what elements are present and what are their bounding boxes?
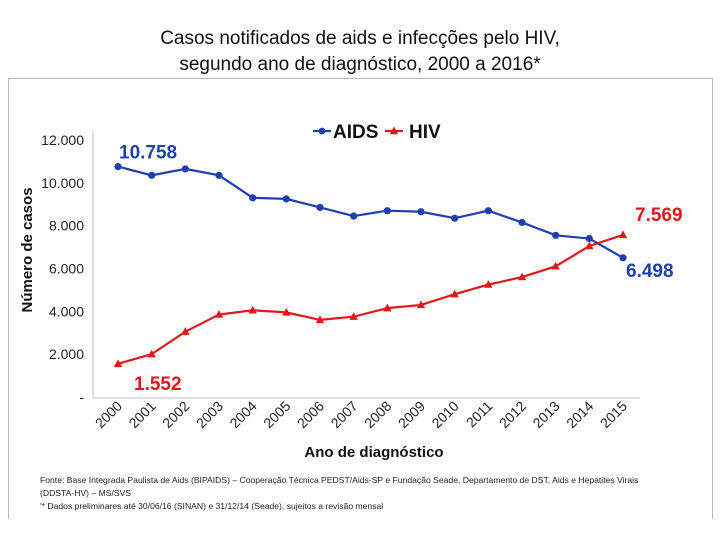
chart-title-line-1: Casos notificados de aids e infecções pe… (160, 28, 560, 49)
x-tick-label: 2001 (125, 398, 158, 431)
x-tick-label: 2012 (496, 398, 529, 431)
data-point-aids (282, 195, 290, 203)
data-point-aids (316, 203, 324, 212)
x-axis-title: Ano de diagnóstico (304, 444, 443, 461)
data-point-aids (148, 171, 156, 179)
data-point-aids (619, 254, 627, 262)
y-tick-label: 2.000 (49, 346, 84, 362)
legend-marker-hiv (389, 126, 399, 135)
chart-frame (8, 78, 713, 519)
x-tick-label: 2013 (529, 398, 562, 431)
data-point-aids (383, 207, 391, 215)
annotation-aids-first: 10.758 (119, 143, 177, 164)
x-tick-label: 2014 (563, 398, 596, 431)
x-tick-label: 2005 (260, 398, 293, 431)
data-point-hiv (551, 261, 560, 270)
y-tick-label: 8.000 (49, 218, 84, 234)
data-point-hiv (484, 280, 493, 288)
legend-marker-aids (318, 127, 326, 135)
data-point-aids (518, 218, 526, 227)
data-point-hiv (282, 307, 291, 316)
legend-label-hiv: HIV (409, 122, 441, 143)
x-tick-label: 2002 (159, 398, 192, 431)
y-tick-label: - (79, 389, 84, 405)
annotation-aids-last: 6.498 (626, 261, 674, 282)
x-tick-label: 2000 (92, 398, 125, 431)
data-point-hiv (147, 349, 156, 358)
footnote: Fonte: Base Integrada Paulista de Aids (… (40, 474, 700, 513)
data-point-aids (114, 162, 122, 171)
data-point-aids (350, 212, 358, 220)
footnote-source-line-2: (DDSTA-HV) – MS/SVS (40, 488, 132, 498)
data-point-aids (181, 165, 189, 173)
annotation-hiv-last: 7.569 (635, 205, 683, 226)
x-tick-labels: 2000 2001 2002 2003 2004 2005 2006 2007 2008 2009… (92, 398, 630, 431)
y-tick-label: 6.000 (49, 261, 84, 277)
data-point-hiv (517, 272, 527, 281)
legend-label-aids: AIDS (333, 122, 378, 143)
annotation-hiv-first: 1.552 (134, 374, 182, 395)
data-point-hiv (315, 315, 325, 324)
chart-title: Casos notificados de aids e infecções pe… (0, 26, 720, 78)
x-tick-label: 2003 (193, 398, 226, 431)
x-tick-label: 2015 (597, 398, 630, 431)
data-point-aids (417, 208, 425, 216)
data-point-hiv (113, 359, 123, 367)
data-point-hiv (349, 312, 358, 320)
data-point-hiv (181, 327, 190, 335)
x-tick-label: 2009 (395, 398, 428, 431)
data-point-hiv (585, 241, 594, 250)
x-tick-label: 2008 (361, 398, 394, 431)
x-tick-label: 2004 (226, 398, 259, 431)
chart-title-line-2: segundo ano de diagnóstico, 2000 a 2016* (179, 54, 541, 75)
data-point-hiv (248, 305, 257, 314)
data-point-aids (484, 207, 492, 215)
footnote-source-line-1: Fonte: Base Integrada Paulista de Aids (… (40, 475, 639, 485)
data-point-aids (215, 171, 223, 179)
data-point-aids (249, 194, 257, 202)
series-line-aids (117, 165, 624, 259)
series-line-hiv (117, 233, 624, 365)
data-point-aids (451, 214, 459, 222)
y-tick-label: 12.000 (41, 132, 84, 148)
data-point-aids (552, 231, 560, 239)
footnote-preliminary-note: '* Dados preliminares até 30/06/16 (SINA… (40, 501, 384, 511)
data-point-hiv (214, 310, 224, 318)
data-point-hiv (450, 289, 459, 298)
x-tick-label: 2006 (294, 398, 327, 431)
y-tick-label: 4.000 (49, 303, 84, 319)
x-tick-label: 2011 (463, 398, 496, 431)
x-tick-label: 2007 (327, 398, 360, 431)
data-point-hiv (416, 300, 426, 309)
data-annotations: 10.758 6.498 1.552 7.569 (119, 143, 683, 395)
y-tick-label: 10.000 (41, 175, 84, 191)
series-layer (113, 162, 628, 367)
y-axis-title: Número de casos (19, 187, 36, 312)
data-point-aids (585, 234, 593, 243)
x-tick-label: 2010 (428, 398, 461, 431)
legend: AIDS HIV (313, 122, 441, 143)
data-point-hiv (383, 303, 392, 312)
y-tick-labels: - 2.000 4.000 6.000 8.000 10.000 12.000 (41, 132, 84, 405)
data-point-hiv (618, 230, 628, 239)
